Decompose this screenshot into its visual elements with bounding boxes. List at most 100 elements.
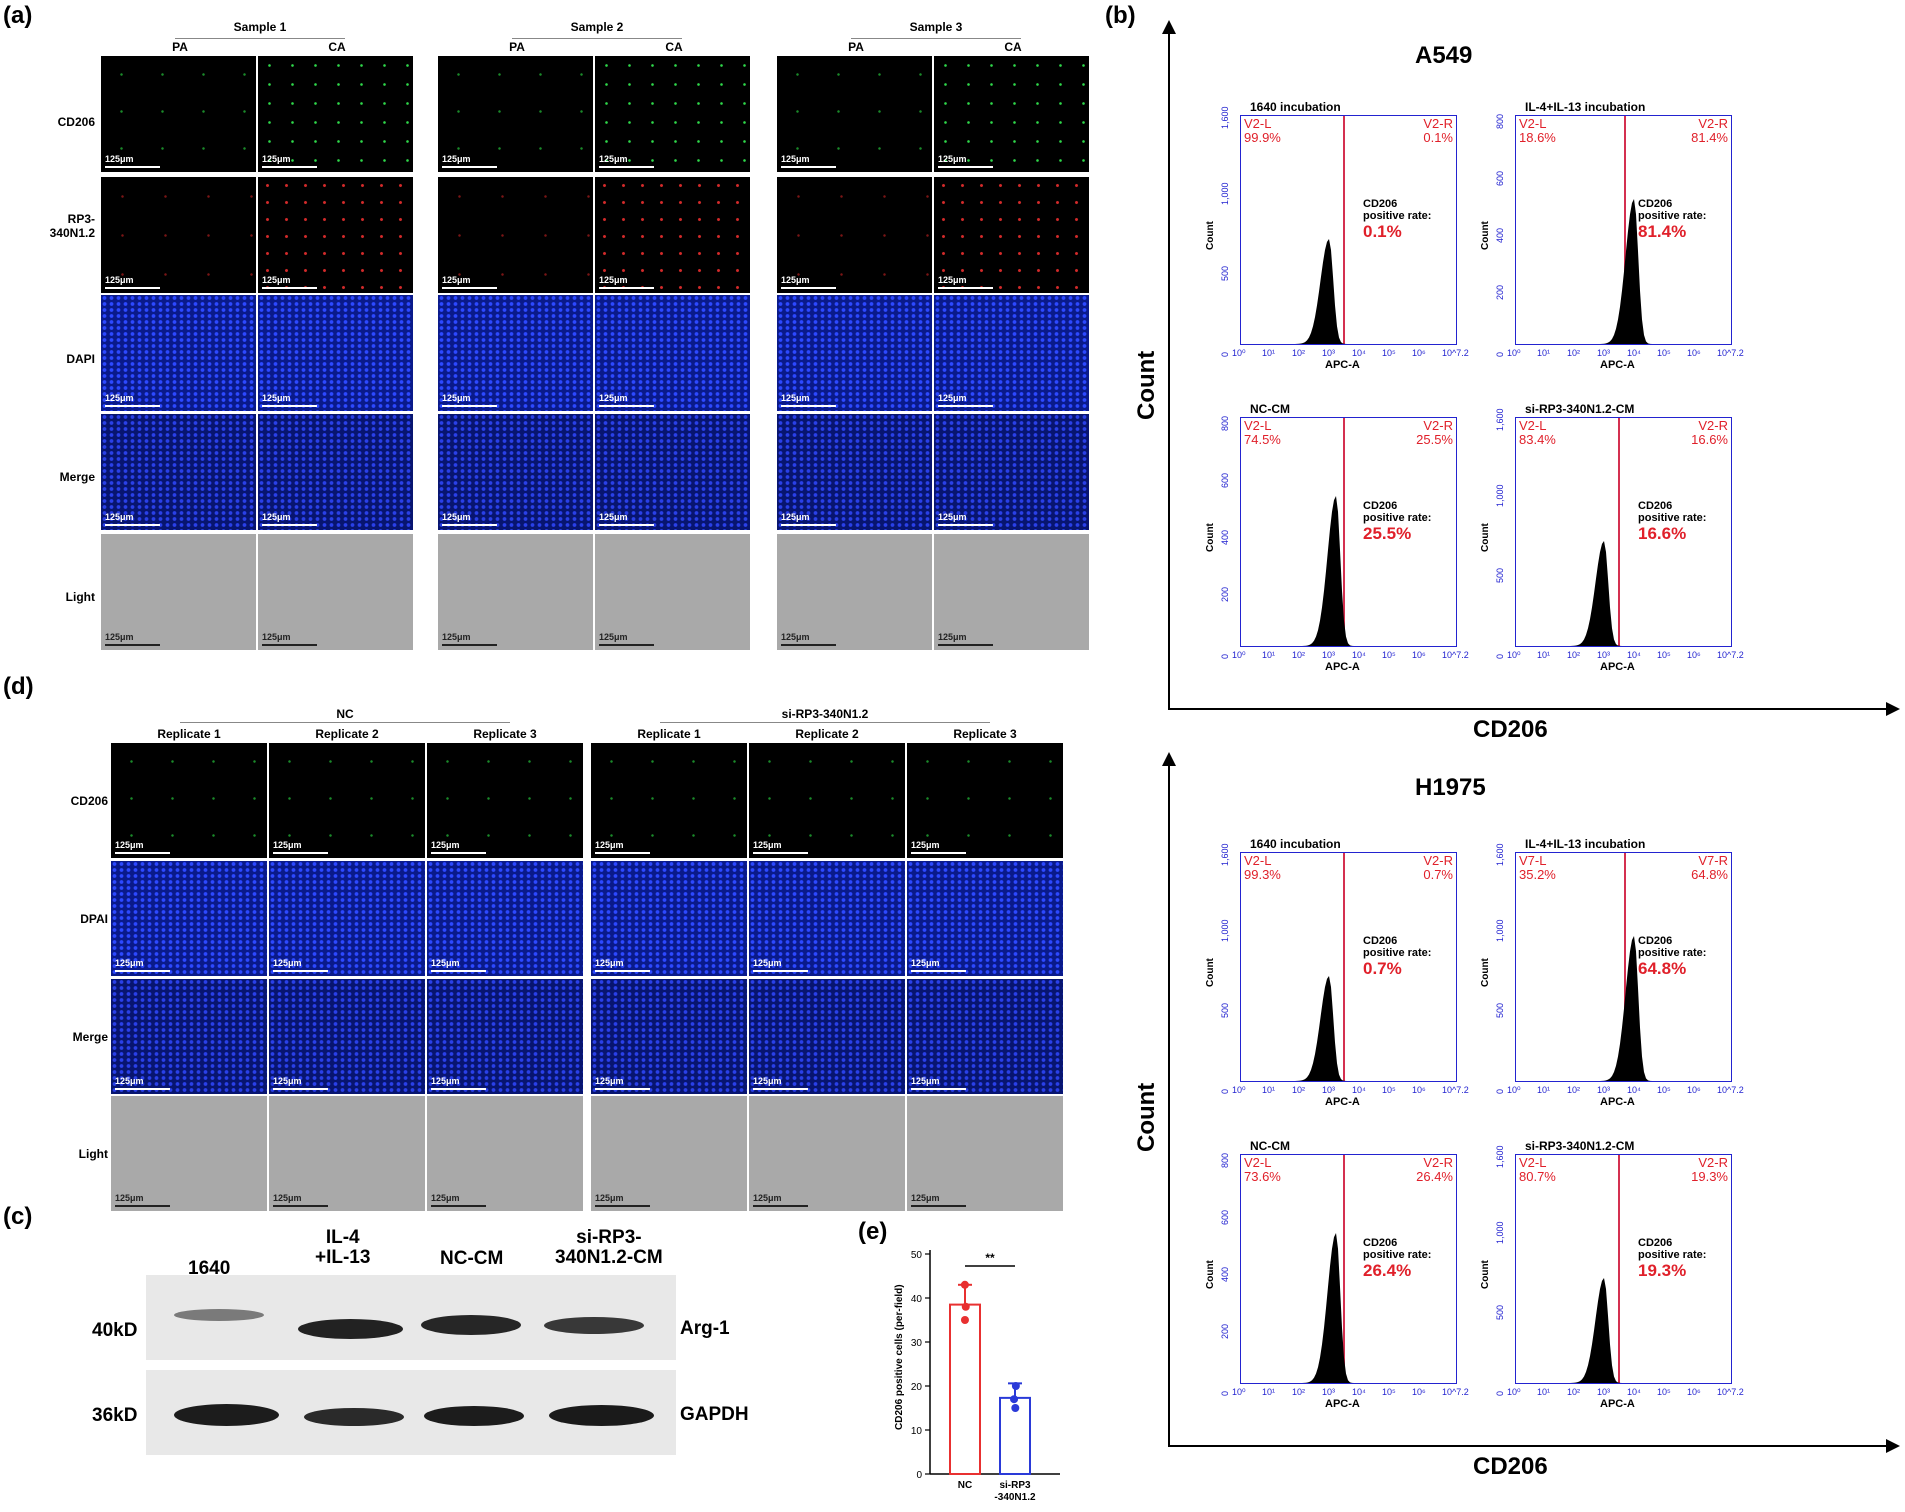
scale-bar: 125μm xyxy=(262,155,317,168)
micrograph-tile: 125μm xyxy=(426,742,584,859)
x-tick-label: 10⁵ xyxy=(1382,1085,1396,1095)
micrograph-tile: 125μm xyxy=(268,742,426,859)
scale-bar: 125μm xyxy=(781,633,836,646)
histogram-plot: V2-L 99.3% V2-R 0.7% CD206 positive rate: 0.7% xyxy=(1240,852,1457,1082)
scale-bar-label: 125μm xyxy=(938,393,967,403)
scale-bar-label: 125μm xyxy=(781,275,810,285)
row-label: Merge xyxy=(5,470,95,484)
scale-bar-label: 125μm xyxy=(115,840,144,850)
y-tick-label: 30 xyxy=(911,1338,923,1349)
y-tick-label: 1,600 xyxy=(1495,843,1505,866)
scale-bar-label: 125μm xyxy=(431,958,460,968)
big-x-axis xyxy=(1168,1445,1888,1447)
micrograph-tile: 125μm xyxy=(590,978,748,1095)
data-point xyxy=(1010,1395,1018,1403)
scale-bar: 125μm xyxy=(599,155,654,168)
scale-bar: 125μm xyxy=(105,513,160,526)
y-tick-label: 200 xyxy=(1220,587,1230,602)
x-tick-label: 10^7.2 xyxy=(1717,348,1744,358)
row-label: Light xyxy=(5,590,95,604)
x-tick-label: 10¹ xyxy=(1262,1085,1275,1095)
scale-bar-label: 125μm xyxy=(105,393,134,403)
x-tick-label: 10⁵ xyxy=(1657,348,1671,358)
scale-bar-label: 125μm xyxy=(938,275,967,285)
scale-bar: 125μm xyxy=(105,633,160,646)
cd206-axis-label: CD206 xyxy=(1473,1453,1548,1481)
micrograph-tile: 125μm xyxy=(437,55,594,173)
y-tick-label: 500 xyxy=(1220,266,1230,281)
scale-bar: 125μm xyxy=(599,394,654,407)
y-tick-label: 1,600 xyxy=(1495,1145,1505,1168)
scale-bar-label: 125μm xyxy=(753,1076,782,1086)
scale-bar: 125μm xyxy=(595,841,650,854)
x-tick-label: -340N1.2 xyxy=(994,1492,1036,1503)
micrograph-tile: 125μm xyxy=(268,1095,426,1212)
apc-axis-label: APC-A xyxy=(1325,1398,1360,1410)
sample-label: Sample 3 xyxy=(866,20,1006,34)
protein-label: Arg-1 xyxy=(680,1318,730,1340)
scale-bar-label: 125μm xyxy=(781,632,810,642)
micrograph-tile: 125μm xyxy=(426,1095,584,1212)
scale-bar: 125μm xyxy=(262,513,317,526)
bar xyxy=(950,1305,980,1474)
sample-bracket xyxy=(175,38,345,39)
panel-label-b: (b) xyxy=(1105,2,1136,30)
y-tick-label: 1,600 xyxy=(1220,106,1230,129)
scale-bar-label: 125μm xyxy=(442,632,471,642)
data-point xyxy=(962,1303,970,1311)
scale-bar: 125μm xyxy=(431,1194,486,1207)
scale-bar-label: 125μm xyxy=(911,1193,940,1203)
histogram-plot: V2-L 80.7% V2-R 19.3% CD206 positive rate: 19.… xyxy=(1515,1154,1732,1384)
y-tick-label: 0 xyxy=(1495,1391,1505,1396)
scale-bar: 125μm xyxy=(262,633,317,646)
cd206-axis-label: CD206 xyxy=(1473,716,1548,744)
x-tick-label: 10^7.2 xyxy=(1442,1085,1469,1095)
y-tick-label: 800 xyxy=(1220,1153,1230,1168)
x-tick-label: 10⁵ xyxy=(1657,1085,1671,1095)
micrograph-tile: 125μm xyxy=(776,533,933,651)
sample-label: Sample 1 xyxy=(190,20,330,34)
scale-bar-label: 125μm xyxy=(262,393,291,403)
x-tick-label: 10¹ xyxy=(1262,1387,1275,1397)
column-label: PA xyxy=(497,40,537,54)
scale-bar-label: 125μm xyxy=(115,1076,144,1086)
scale-bar: 125μm xyxy=(781,155,836,168)
scale-bar-label: 125μm xyxy=(431,840,460,850)
x-tick-label: 10⁰ xyxy=(1232,348,1246,359)
plot-title: 1640 incubation xyxy=(1250,837,1341,851)
micrograph-tile: 125μm xyxy=(776,413,933,531)
row-label: CD206 xyxy=(5,115,95,129)
scale-bar: 125μm xyxy=(911,1077,966,1090)
x-tick-label: 10¹ xyxy=(1262,348,1275,358)
y-tick-label: 200 xyxy=(1220,1324,1230,1339)
scale-bar-label: 125μm xyxy=(599,512,628,522)
plot-title: IL-4+IL-13 incubation xyxy=(1525,100,1645,114)
micrograph-tile: 125μm xyxy=(933,413,1090,531)
scale-bar: 125μm xyxy=(911,1194,966,1207)
micrograph-tile: 125μm xyxy=(776,55,933,173)
micrograph-tile: 125μm xyxy=(257,176,414,294)
micrograph-tile: 125μm xyxy=(437,413,594,531)
x-tick-label: 10² xyxy=(1292,348,1305,358)
y-tick-label: 10 xyxy=(911,1426,923,1437)
arrow-up-icon xyxy=(1162,752,1176,766)
scale-bar: 125μm xyxy=(262,394,317,407)
x-tick-label: 10⁶ xyxy=(1412,1387,1426,1397)
micrograph-tile: 125μm xyxy=(748,1095,906,1212)
scale-bar-label: 125μm xyxy=(781,393,810,403)
data-point xyxy=(1011,1404,1019,1412)
y-tick-label: 200 xyxy=(1495,285,1505,300)
lane-label: si-RP3- 340N1.2-CM xyxy=(555,1228,663,1268)
scale-bar: 125μm xyxy=(938,155,993,168)
scale-bar: 125μm xyxy=(599,633,654,646)
y-tick-label: 0 xyxy=(1220,654,1230,659)
scale-bar-label: 125μm xyxy=(595,1193,624,1203)
blot-arg1 xyxy=(146,1275,676,1360)
count-label: Count xyxy=(1480,958,1491,987)
scale-bar-label: 125μm xyxy=(262,512,291,522)
scale-bar-label: 125μm xyxy=(442,275,471,285)
count-label: Count xyxy=(1205,1260,1216,1289)
scale-bar: 125μm xyxy=(595,1194,650,1207)
column-label: PA xyxy=(160,40,200,54)
scale-bar: 125μm xyxy=(753,959,808,972)
